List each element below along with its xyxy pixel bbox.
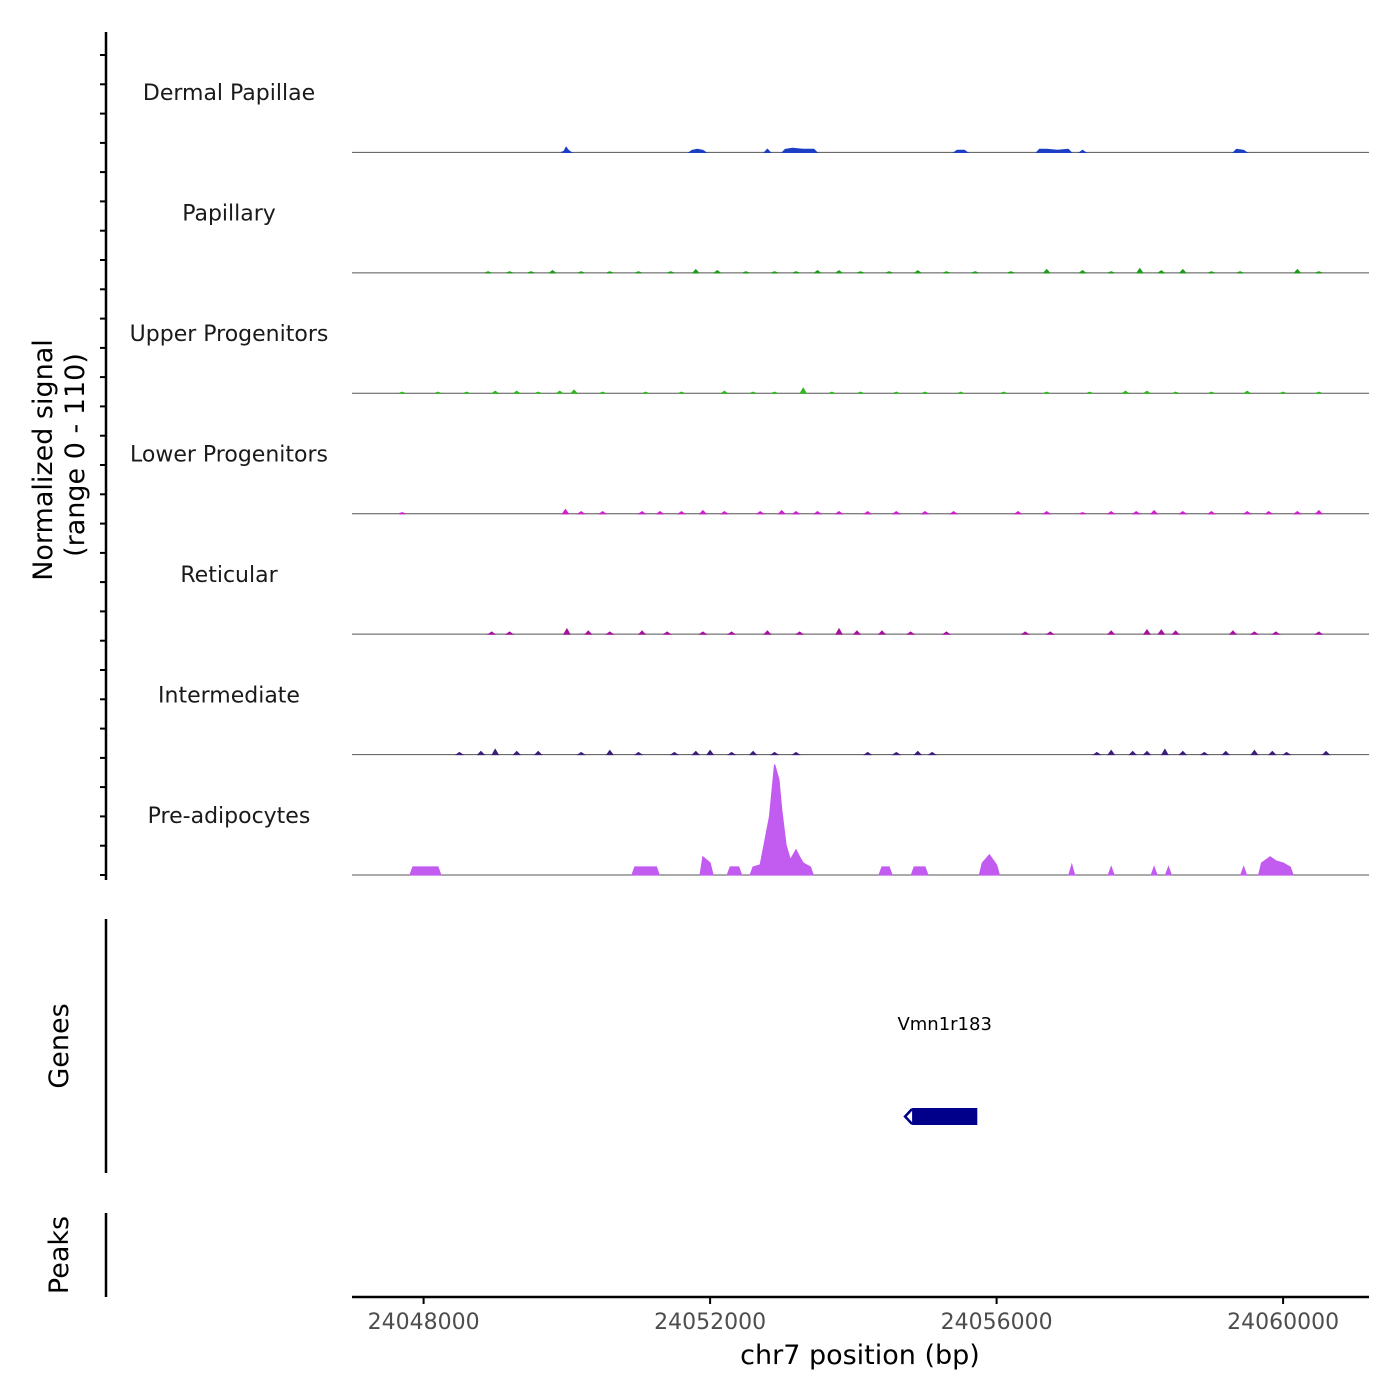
track-intermediate: Intermediate bbox=[158, 683, 1369, 756]
gene-strand-arrow bbox=[903, 1108, 913, 1125]
track-pre-adipocytes: Pre-adipocytes bbox=[148, 764, 1369, 876]
track-label: Reticular bbox=[180, 563, 278, 588]
coverage-area bbox=[399, 508, 1324, 515]
track-label: Intermediate bbox=[158, 683, 300, 708]
track-papillary: Papillary bbox=[182, 202, 1369, 274]
x-tick-label: 24048000 bbox=[368, 1310, 480, 1335]
x-axis-title: chr7 position (bp) bbox=[740, 1340, 980, 1371]
gene-track: Vmn1r183 bbox=[897, 1014, 992, 1125]
gene-body[interactable] bbox=[912, 1108, 978, 1125]
gene-label: Vmn1r183 bbox=[897, 1014, 991, 1035]
track-upper-progenitors: Upper Progenitors bbox=[130, 322, 1369, 394]
track-label: Papillary bbox=[182, 202, 276, 227]
coverage-area bbox=[454, 748, 1331, 756]
coverage-area bbox=[399, 387, 1322, 394]
genes-axis-title: Genes bbox=[44, 1003, 75, 1088]
track-label: Pre-adipocytes bbox=[148, 804, 311, 829]
y-axis-title-line1: Normalized signal bbox=[28, 339, 59, 581]
x-tick-label: 24060000 bbox=[1227, 1310, 1339, 1335]
coverage-area bbox=[560, 146, 1249, 154]
track-label: Lower Progenitors bbox=[130, 443, 328, 468]
track-reticular: Reticular bbox=[180, 563, 1369, 635]
x-axis: 24048000 24052000 24056000 24060000 bbox=[352, 1295, 1369, 1335]
coverage-tracks: Dermal Papillae Papillary Upper Progenitor… bbox=[130, 81, 1369, 876]
track-lower-progenitors: Lower Progenitors bbox=[130, 443, 1369, 515]
coverage-area bbox=[486, 627, 1324, 635]
x-tick-label: 24056000 bbox=[941, 1310, 1053, 1335]
x-tick-label: 24052000 bbox=[654, 1310, 766, 1335]
coverage-area bbox=[409, 764, 1294, 876]
track-label: Upper Progenitors bbox=[130, 322, 329, 347]
coverage-area bbox=[485, 267, 1322, 274]
peaks-axis-title: Peaks bbox=[44, 1216, 75, 1294]
track-dermal-papillae: Dermal Papillae bbox=[143, 81, 1369, 154]
y-axis-title-line2: (range 0 - 110) bbox=[60, 353, 91, 557]
signal-y-axis bbox=[100, 32, 108, 880]
track-label: Dermal Papillae bbox=[143, 81, 315, 106]
